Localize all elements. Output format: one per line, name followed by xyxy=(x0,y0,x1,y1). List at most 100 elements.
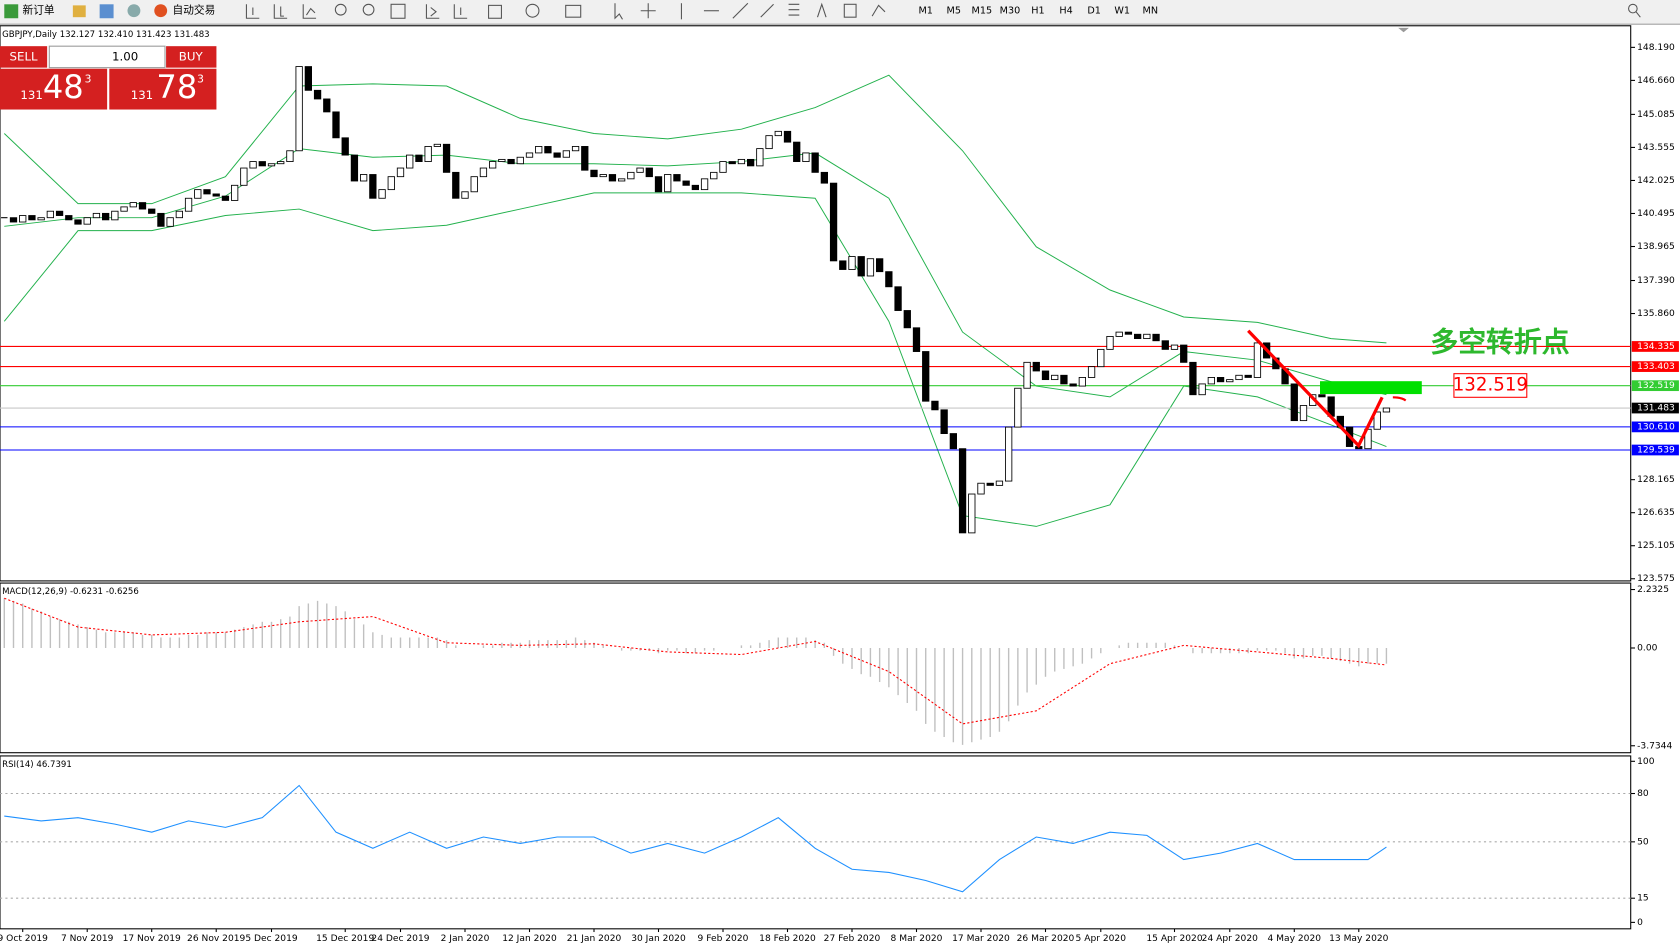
bollinger-band xyxy=(3,74,1387,344)
buy-price-big: 131 xyxy=(131,88,153,102)
buy-button[interactable] xyxy=(166,46,217,68)
candle xyxy=(774,130,782,137)
chart-header: GBPJPY,Daily 132.127 132.410 131.423 131… xyxy=(2,30,209,40)
candle xyxy=(756,148,764,167)
bollinger-band xyxy=(3,192,1387,527)
new-order-icon[interactable] xyxy=(4,4,19,19)
candle xyxy=(922,351,930,402)
sell-price-main: 48 xyxy=(43,68,84,106)
timeframe-button[interactable]: H1 xyxy=(1031,6,1044,17)
candle xyxy=(74,219,82,225)
lot-value[interactable]: 1.00 xyxy=(112,49,138,63)
timeframe-button[interactable]: M1 xyxy=(918,6,932,17)
tool-icon[interactable] xyxy=(127,4,141,18)
x-tick-label: 17 Nov 2019 xyxy=(123,934,181,944)
sell-price[interactable] xyxy=(0,68,108,110)
candle xyxy=(664,174,672,193)
candle xyxy=(286,150,294,162)
candle xyxy=(166,217,174,227)
candle xyxy=(424,146,432,162)
candle xyxy=(535,146,543,154)
auto-trading-icon[interactable] xyxy=(154,4,168,18)
timeframe-button[interactable]: H4 xyxy=(1059,6,1072,17)
candle xyxy=(184,197,193,212)
level-tag xyxy=(1631,341,1679,352)
candle xyxy=(258,161,266,167)
candle xyxy=(28,215,36,221)
candle xyxy=(378,189,386,199)
level-tag xyxy=(1631,361,1679,372)
timeframe-button[interactable]: MN xyxy=(1143,6,1159,17)
candle xyxy=(1041,370,1050,381)
candle xyxy=(903,310,911,329)
tool-icon[interactable] xyxy=(99,4,114,19)
toolbar-icons[interactable] xyxy=(245,2,1641,20)
candle xyxy=(111,210,119,221)
auto-trading-button[interactable]: 自动交易 xyxy=(173,4,216,17)
buy-price[interactable] xyxy=(109,68,217,110)
candle xyxy=(793,141,801,162)
candle xyxy=(931,400,939,411)
annotation-price: 132.519 xyxy=(1453,374,1528,395)
price-panel xyxy=(0,25,1632,582)
x-tick-label: 7 Nov 2019 xyxy=(61,934,114,944)
candle xyxy=(940,409,948,435)
candle xyxy=(175,210,183,219)
candle xyxy=(138,202,147,210)
sell-label[interactable]: SELL xyxy=(10,49,38,63)
candle xyxy=(452,171,460,199)
x-tick-label: 27 Feb 2020 xyxy=(824,934,881,944)
candle xyxy=(525,152,534,158)
y-tick-label: 135.860 xyxy=(1637,309,1675,319)
candle xyxy=(765,135,773,150)
x-tick-label: 26 Nov 2019 xyxy=(187,934,245,944)
candle xyxy=(1005,426,1013,482)
new-order-button[interactable]: 新订单 xyxy=(23,4,55,17)
candle xyxy=(746,158,755,167)
buy-price-sup: 3 xyxy=(197,72,204,85)
candle xyxy=(1124,331,1133,335)
timeframe-button[interactable]: M15 xyxy=(972,6,993,17)
candle xyxy=(1244,374,1252,378)
timeframe-button[interactable]: M5 xyxy=(947,6,961,17)
rsi-panel xyxy=(0,755,1632,930)
y-tick-label: 128.165 xyxy=(1637,475,1675,485)
candle xyxy=(700,178,709,191)
candle xyxy=(608,174,617,182)
candle xyxy=(636,167,644,173)
buy-price-main: 78 xyxy=(156,68,197,106)
sell-price-sup: 3 xyxy=(85,72,92,85)
candle xyxy=(995,480,1004,486)
y-tick-label: 15 xyxy=(1637,894,1649,904)
candle xyxy=(1207,377,1215,385)
candle xyxy=(1087,366,1096,378)
candle xyxy=(65,215,73,221)
arrow-hook xyxy=(1392,396,1407,402)
y-tick-label: 50 xyxy=(1637,837,1649,847)
timeframe-button[interactable]: M30 xyxy=(1000,6,1021,17)
level-tag xyxy=(1631,421,1679,433)
candle xyxy=(507,158,515,165)
candle xyxy=(442,143,451,173)
candle xyxy=(415,154,423,162)
candle xyxy=(221,195,230,201)
candle xyxy=(562,150,570,158)
y-tick-label: 0 xyxy=(1637,918,1643,928)
timeframe-button[interactable]: D1 xyxy=(1087,6,1101,17)
candle xyxy=(866,258,875,277)
candle xyxy=(949,433,957,450)
timeframe-button[interactable]: W1 xyxy=(1114,6,1130,17)
buy-label[interactable]: BUY xyxy=(179,49,204,63)
candle xyxy=(120,206,128,212)
candle xyxy=(46,210,54,219)
candle xyxy=(885,271,893,288)
sell-button[interactable] xyxy=(0,46,48,68)
lot-input[interactable] xyxy=(48,45,166,69)
y-tick-label: 137.390 xyxy=(1637,276,1675,286)
tool-icon[interactable] xyxy=(72,5,86,18)
level-tag xyxy=(1631,444,1679,456)
candle xyxy=(1235,374,1243,381)
candle xyxy=(682,180,690,186)
macd-signal xyxy=(4,597,1387,725)
